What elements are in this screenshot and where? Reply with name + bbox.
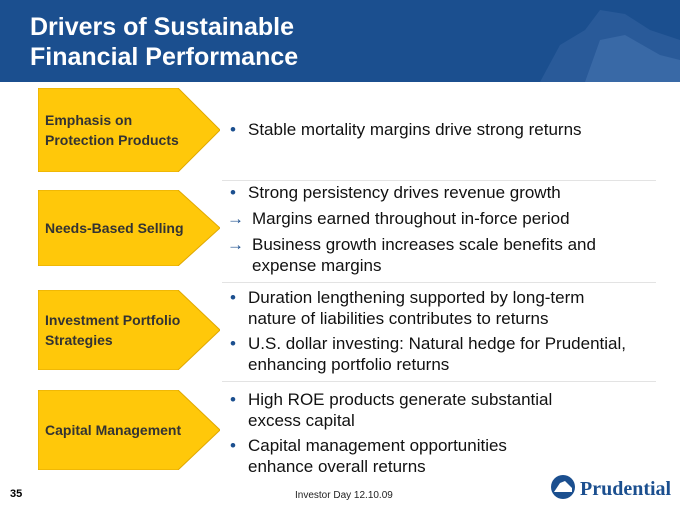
bullet-list: High ROE products generate substantial e… <box>230 389 570 481</box>
bullet-list: Stable mortality margins drive strong re… <box>230 119 650 144</box>
subpoint: Margins earned throughout in-force perio… <box>227 208 610 229</box>
bullet: U.S. dollar investing: Natural hedge for… <box>230 333 630 375</box>
bullet-list: Duration lengthening supported by long-t… <box>230 287 630 379</box>
row-label: Emphasis on Protection Products <box>45 112 179 148</box>
arrow-shape <box>38 390 220 470</box>
arrow-shape <box>38 290 220 370</box>
bullet: High ROE products generate substantial e… <box>230 389 570 431</box>
row-label: Needs-Based Selling <box>45 220 184 236</box>
footer-text: Investor Day 12.10.09 <box>295 490 393 501</box>
arrow-shape <box>38 190 220 266</box>
bullet: Strong persistency drives revenue growth <box>230 182 610 203</box>
tag-arrow: Capital Management <box>38 390 220 470</box>
title: Drivers of Sustainable Financial Perform… <box>30 13 299 71</box>
tag-arrow: Investment Portfolio Strategies <box>38 290 220 370</box>
row-label: Capital Management <box>45 422 182 438</box>
tag-arrow: Needs-Based Selling <box>38 190 220 266</box>
subpoint: Business growth increases scale benefits… <box>227 234 610 276</box>
separator <box>222 282 656 283</box>
bullet: Stable mortality margins drive strong re… <box>230 119 650 140</box>
arrow-shape <box>38 88 220 172</box>
arrow-fill <box>38 88 220 172</box>
rock-watermark <box>540 10 680 82</box>
arrow-fill <box>38 390 220 470</box>
separator <box>222 180 656 181</box>
logo-text: Prudential <box>580 478 672 500</box>
row-label: Investment Portfolio Strategies <box>45 312 181 348</box>
bullet: Duration lengthening supported by long-t… <box>230 287 630 329</box>
arrow-fill <box>38 190 220 266</box>
tag-arrow: Emphasis on Protection Products <box>38 88 220 172</box>
arrow-fill <box>38 290 220 370</box>
separator <box>222 381 656 382</box>
page-number: 35 <box>10 488 23 500</box>
bullet: Capital management opportunities enhance… <box>230 435 570 477</box>
logo-icon <box>551 475 575 499</box>
header-band: Drivers of Sustainable Financial Perform… <box>0 0 680 82</box>
bullet-list: Strong persistency drives revenue growth… <box>227 182 610 276</box>
